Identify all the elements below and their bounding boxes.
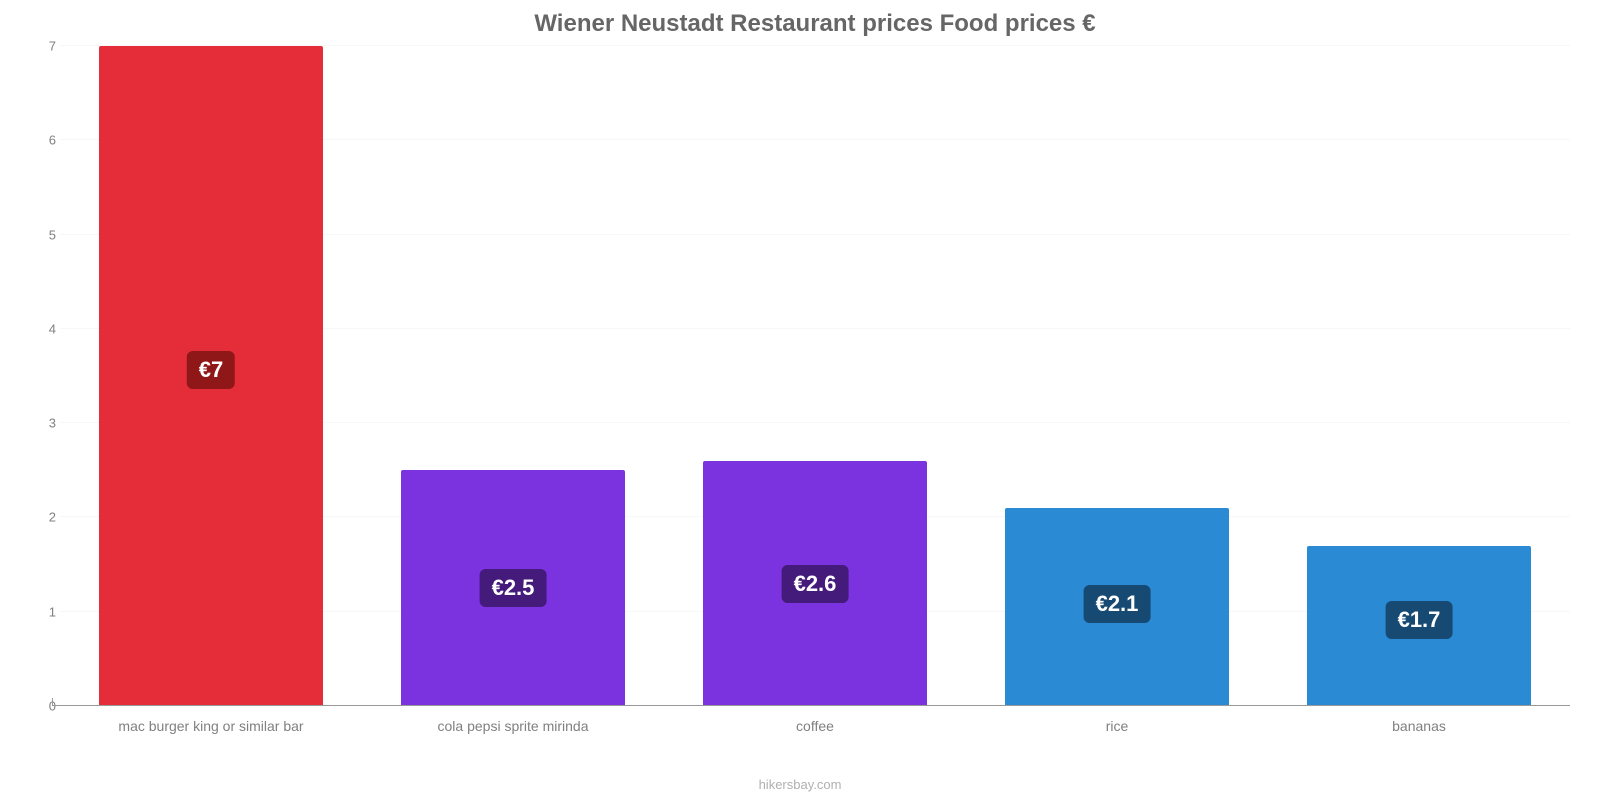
x-axis-notch (52, 698, 53, 706)
x-axis-category-label: bananas (1268, 718, 1570, 734)
bar-value-badge: €1.7 (1386, 601, 1453, 639)
bar: €1.7 (1307, 546, 1530, 706)
bars-group: €7 €2.5 €2.6 €2.1 €1.7 (60, 46, 1570, 706)
y-tick-label: 0 (22, 699, 56, 714)
bar-slot: €2.5 (362, 46, 664, 706)
chart-title: Wiener Neustadt Restaurant prices Food p… (60, 10, 1570, 38)
bar-value-badge: €2.1 (1084, 585, 1151, 623)
y-tick-label: 7 (22, 39, 56, 54)
x-axis-line (52, 705, 1570, 706)
y-tick-label: 5 (22, 227, 56, 242)
x-axis-category-label: coffee (664, 718, 966, 734)
bar: €7 (99, 46, 322, 706)
y-tick-label: 2 (22, 510, 56, 525)
bar: €2.5 (401, 470, 624, 706)
bar: €2.6 (703, 461, 926, 706)
x-axis-category-label: mac burger king or similar bar (60, 718, 362, 734)
x-axis-labels: mac burger king or similar barcola pepsi… (60, 718, 1570, 734)
y-axis: 01234567 (22, 46, 56, 706)
chart-attribution: hikersbay.com (0, 777, 1600, 792)
bar-value-badge: €7 (187, 351, 235, 389)
y-tick-label: 4 (22, 321, 56, 336)
bar-value-badge: €2.5 (480, 569, 547, 607)
bar-slot: €2.1 (966, 46, 1268, 706)
bar-value-badge: €2.6 (782, 565, 849, 603)
plot-area: 01234567 €7€2.5€2.6€2.1€1.7 mac burger k… (60, 46, 1570, 706)
bar-slot: €7 (60, 46, 362, 706)
bar-slot: €2.6 (664, 46, 966, 706)
y-tick-label: 6 (22, 133, 56, 148)
price-bar-chart: Wiener Neustadt Restaurant prices Food p… (0, 0, 1600, 800)
bar-slot: €1.7 (1268, 46, 1570, 706)
x-axis-category-label: rice (966, 718, 1268, 734)
bar: €2.1 (1005, 508, 1228, 706)
x-axis-category-label: cola pepsi sprite mirinda (362, 718, 664, 734)
y-tick-label: 3 (22, 416, 56, 431)
y-tick-label: 1 (22, 604, 56, 619)
